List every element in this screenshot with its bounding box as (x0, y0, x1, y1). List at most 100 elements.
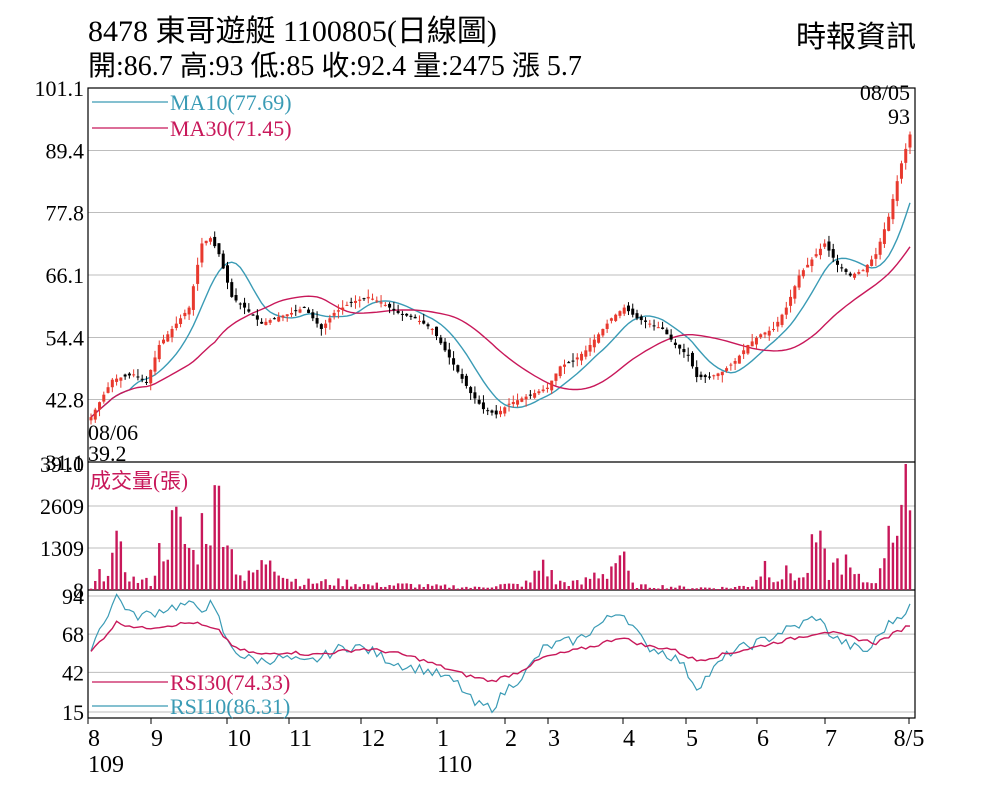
rsi30-line (90, 620, 911, 683)
volume-bar (128, 581, 131, 590)
candle-body (93, 409, 97, 420)
candle-body (349, 301, 353, 303)
candle-body (703, 375, 707, 378)
candle-body (213, 236, 217, 247)
volume-bar (878, 568, 882, 590)
candle-body (490, 410, 494, 413)
volume-bar (375, 582, 378, 590)
candle-body (149, 369, 153, 384)
volume-bar (887, 525, 890, 590)
x-tick-label: 3 (548, 726, 560, 752)
volume-bar (780, 579, 784, 590)
candle-body (567, 362, 571, 364)
ma30-legend: MA30(71.45) (170, 116, 292, 141)
ma30-line (90, 246, 911, 418)
candle-body (772, 328, 775, 330)
candle-body (780, 314, 784, 325)
price-tick-label: 77.8 (46, 200, 85, 225)
volume-bar (307, 578, 310, 590)
candle-body (622, 307, 626, 314)
candle-body (426, 324, 430, 327)
candle-body (315, 318, 319, 324)
candle-body (784, 307, 788, 315)
chart-frame (87, 87, 916, 719)
volume-bar (448, 587, 451, 590)
volume-bar (435, 584, 438, 590)
volume-bar (401, 583, 404, 590)
volume-bar (452, 585, 455, 590)
candle-body (260, 321, 264, 324)
candle-body (332, 312, 336, 316)
volume-bar (320, 581, 323, 590)
candle-body (597, 334, 601, 343)
candle-body (908, 134, 912, 148)
volume-bar (716, 588, 720, 590)
low-date-annotation: 08/06 (88, 420, 138, 445)
volume-bar (853, 574, 856, 590)
volume-bar (268, 560, 272, 590)
volume-bar (303, 584, 306, 590)
candle-body (631, 308, 635, 315)
volume-bar (678, 585, 681, 590)
volume-bar (503, 583, 506, 590)
candle-body (673, 342, 677, 345)
candle-body (251, 314, 255, 316)
volume-bar (217, 485, 221, 590)
volume-bar (149, 586, 152, 590)
x-year-label: 110 (437, 752, 472, 778)
candle-body (580, 353, 584, 361)
volume-bar (891, 542, 895, 590)
candle-body (247, 309, 251, 312)
volume-bar (239, 575, 242, 590)
candle-body (575, 357, 579, 360)
candle-body (635, 313, 639, 319)
volume-bar (669, 586, 673, 590)
axis-labels: 101.189.477.866.154.442.831.139102609130… (35, 76, 925, 778)
x-tick-label: 12 (361, 726, 385, 752)
volume-bar (844, 554, 848, 590)
volume-bar (691, 588, 694, 590)
candle-body (162, 339, 166, 344)
candle-body (733, 361, 737, 364)
candle-body (737, 355, 741, 364)
volume-bar (789, 573, 792, 590)
candle-body (840, 267, 844, 269)
volume-bar (213, 485, 216, 590)
candle-body (601, 328, 605, 336)
volume-bar (704, 587, 707, 590)
volume-bar (499, 584, 502, 590)
volume-bar (819, 530, 822, 590)
volume-bar (123, 572, 127, 590)
candle-body (272, 318, 276, 320)
volume-bar (473, 586, 477, 590)
volume-bar (422, 586, 425, 590)
candle-body (588, 344, 592, 352)
candle-body (345, 304, 349, 306)
candle-body (366, 296, 370, 299)
candle-body (511, 401, 515, 405)
candle-body (678, 344, 682, 349)
candle-body (533, 393, 537, 398)
candle-body (656, 327, 660, 329)
volume-bar (170, 510, 174, 590)
volume-bar (627, 570, 630, 590)
volume-bar (866, 582, 869, 590)
candle-body (708, 376, 712, 378)
volume-bar (315, 583, 319, 590)
volume-bar (153, 575, 157, 590)
volume-bar (563, 582, 566, 590)
candle-body (430, 328, 434, 330)
candle-body (435, 326, 439, 337)
rsi30-legend: RSI30(74.33) (170, 670, 290, 695)
volume-bar (354, 584, 357, 590)
candle-body (289, 312, 293, 315)
candle-body (686, 354, 690, 356)
volume-bar (896, 535, 899, 590)
volume-tick-label: 3910 (40, 452, 84, 477)
candle-body (861, 270, 865, 272)
x-tick-label: 11 (289, 726, 312, 752)
candle-body (639, 316, 643, 321)
volume-bar (409, 583, 413, 590)
candle-body (831, 249, 835, 258)
candle-body (558, 366, 562, 377)
